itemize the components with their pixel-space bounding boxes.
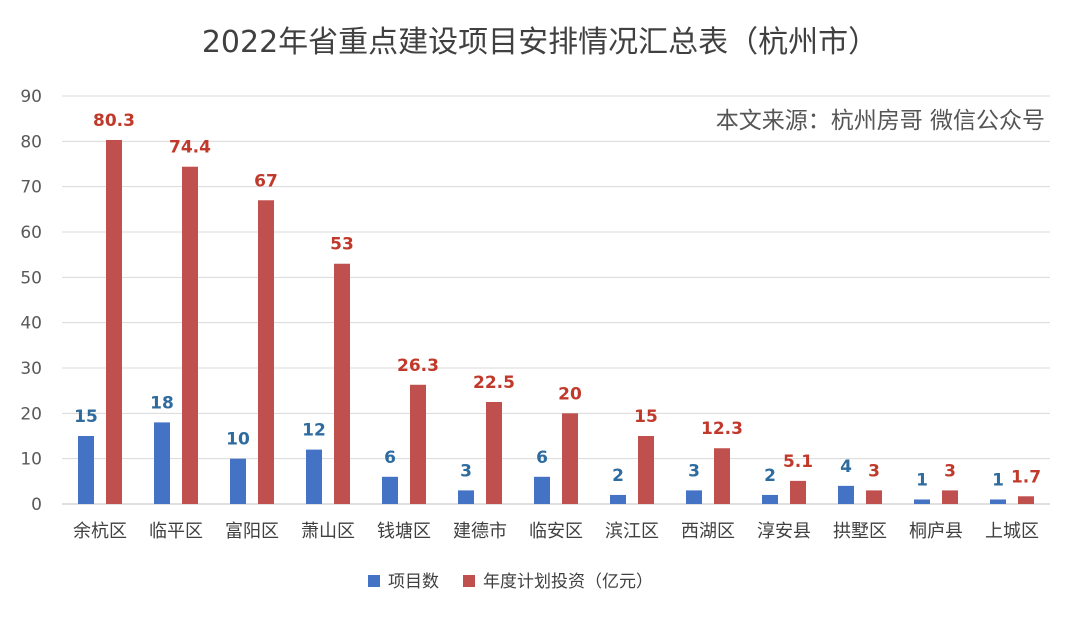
bar-investment bbox=[258, 200, 274, 504]
y-tick-label: 40 bbox=[20, 314, 42, 334]
data-label-investment: 22.5 bbox=[473, 373, 515, 393]
legend-label: 年度计划投资（亿元） bbox=[483, 572, 653, 592]
bar-project-count bbox=[990, 499, 1006, 504]
data-label-project-count: 1 bbox=[916, 470, 928, 490]
data-label-project-count: 3 bbox=[688, 461, 700, 481]
x-tick-label: 西湖区 bbox=[681, 521, 735, 542]
x-tick-label: 滨江区 bbox=[605, 521, 659, 542]
bar-project-count bbox=[762, 494, 778, 504]
bar-project-count bbox=[154, 422, 170, 504]
x-tick-label: 萧山区 bbox=[301, 521, 355, 542]
data-label-investment: 3 bbox=[944, 461, 956, 481]
x-tick-label: 临安区 bbox=[529, 521, 583, 542]
y-tick-label: 80 bbox=[20, 132, 42, 152]
x-tick-label: 临平区 bbox=[149, 521, 203, 542]
x-tick-label: 淳安县 bbox=[757, 521, 811, 542]
y-tick-label: 30 bbox=[20, 359, 42, 379]
bar-project-count bbox=[686, 490, 702, 504]
data-label-project-count: 2 bbox=[612, 466, 624, 486]
data-label-project-count: 3 bbox=[460, 461, 472, 481]
bars bbox=[78, 139, 1034, 504]
bar-project-count bbox=[914, 499, 930, 504]
y-tick-label: 90 bbox=[20, 87, 42, 107]
data-label-investment: 26.3 bbox=[397, 356, 439, 376]
bar-project-count bbox=[382, 476, 398, 504]
grid-lines bbox=[62, 95, 1050, 505]
source-note: 本文来源：杭州房哥 微信公众号 bbox=[716, 108, 1045, 134]
data-label-investment: 5.1 bbox=[783, 452, 813, 472]
data-label-project-count: 6 bbox=[384, 448, 396, 468]
bar-project-count bbox=[610, 494, 626, 504]
bar-investment bbox=[638, 436, 654, 504]
data-label-investment: 3 bbox=[868, 461, 880, 481]
x-tick-label: 桐庐县 bbox=[909, 521, 963, 542]
data-label-project-count: 18 bbox=[150, 393, 174, 413]
bar-investment bbox=[866, 490, 882, 504]
y-tick-label: 0 bbox=[31, 495, 42, 515]
bar-investment bbox=[942, 490, 958, 504]
data-label-investment: 74.4 bbox=[169, 138, 211, 158]
data-label-investment: 67 bbox=[254, 171, 278, 191]
chart-title: 2022年省重点建设项目安排情况汇总表（杭州市） bbox=[202, 25, 878, 60]
data-label-project-count: 6 bbox=[536, 448, 548, 468]
y-axis-ticks: 0 10 20 30 40 50 60 70 80 90 bbox=[20, 87, 42, 515]
data-label-project-count: 10 bbox=[226, 430, 250, 450]
data-label-project-count: 12 bbox=[302, 421, 326, 441]
bar-project-count bbox=[838, 485, 854, 504]
bar-investment bbox=[790, 480, 806, 504]
data-label-project-count: 1 bbox=[992, 470, 1004, 490]
x-tick-label: 余杭区 bbox=[73, 521, 127, 542]
data-label-investment: 15 bbox=[634, 407, 658, 427]
data-label-investment: 20 bbox=[558, 384, 582, 404]
y-tick-label: 70 bbox=[20, 178, 42, 198]
bar-investment bbox=[1018, 496, 1034, 504]
legend-swatch bbox=[463, 575, 475, 587]
legend-label: 项目数 bbox=[388, 572, 439, 592]
y-tick-label: 20 bbox=[20, 404, 42, 424]
bar-project-count bbox=[534, 476, 550, 504]
y-tick-label: 50 bbox=[20, 268, 42, 288]
x-tick-label: 建德市 bbox=[453, 521, 507, 542]
data-label-investment: 53 bbox=[330, 235, 354, 255]
data-label-investment: 1.7 bbox=[1011, 467, 1041, 487]
bar-project-count bbox=[230, 458, 246, 504]
data-label-investment: 12.3 bbox=[701, 419, 743, 439]
bar-investment bbox=[410, 384, 426, 504]
x-axis-ticks: 余杭区 临平区 富阳区 萧山区 钱塘区 建德市 临安区 滨江区 西湖区 淳安县 拱墅区 桐庐县 上城区 bbox=[73, 521, 1039, 542]
bar-investment bbox=[562, 413, 578, 504]
legend-swatch bbox=[368, 575, 380, 587]
x-tick-label: 富阳区 bbox=[225, 521, 279, 542]
data-label-project-count: 15 bbox=[74, 407, 98, 427]
bar-project-count bbox=[306, 449, 322, 504]
data-label-project-count: 2 bbox=[764, 466, 776, 486]
bar-investment bbox=[334, 263, 350, 504]
x-tick-label: 拱墅区 bbox=[833, 521, 887, 542]
bar-investment bbox=[714, 448, 730, 504]
bar-investment bbox=[486, 402, 502, 504]
x-tick-label: 上城区 bbox=[985, 521, 1039, 542]
y-tick-label: 10 bbox=[20, 450, 42, 470]
bar-project-count bbox=[78, 436, 94, 504]
data-label-project-count: 4 bbox=[840, 457, 852, 477]
data-labels: 1580.31874.410671253626.3322.5620215312.… bbox=[74, 111, 1041, 490]
data-label-investment: 80.3 bbox=[93, 111, 135, 131]
x-tick-label: 钱塘区 bbox=[377, 521, 431, 542]
bar-project-count bbox=[458, 490, 474, 504]
bar-investment bbox=[106, 139, 122, 504]
bar-investment bbox=[182, 166, 198, 504]
y-tick-label: 60 bbox=[20, 223, 42, 243]
legend: 项目数 年度计划投资（亿元） bbox=[368, 572, 653, 592]
